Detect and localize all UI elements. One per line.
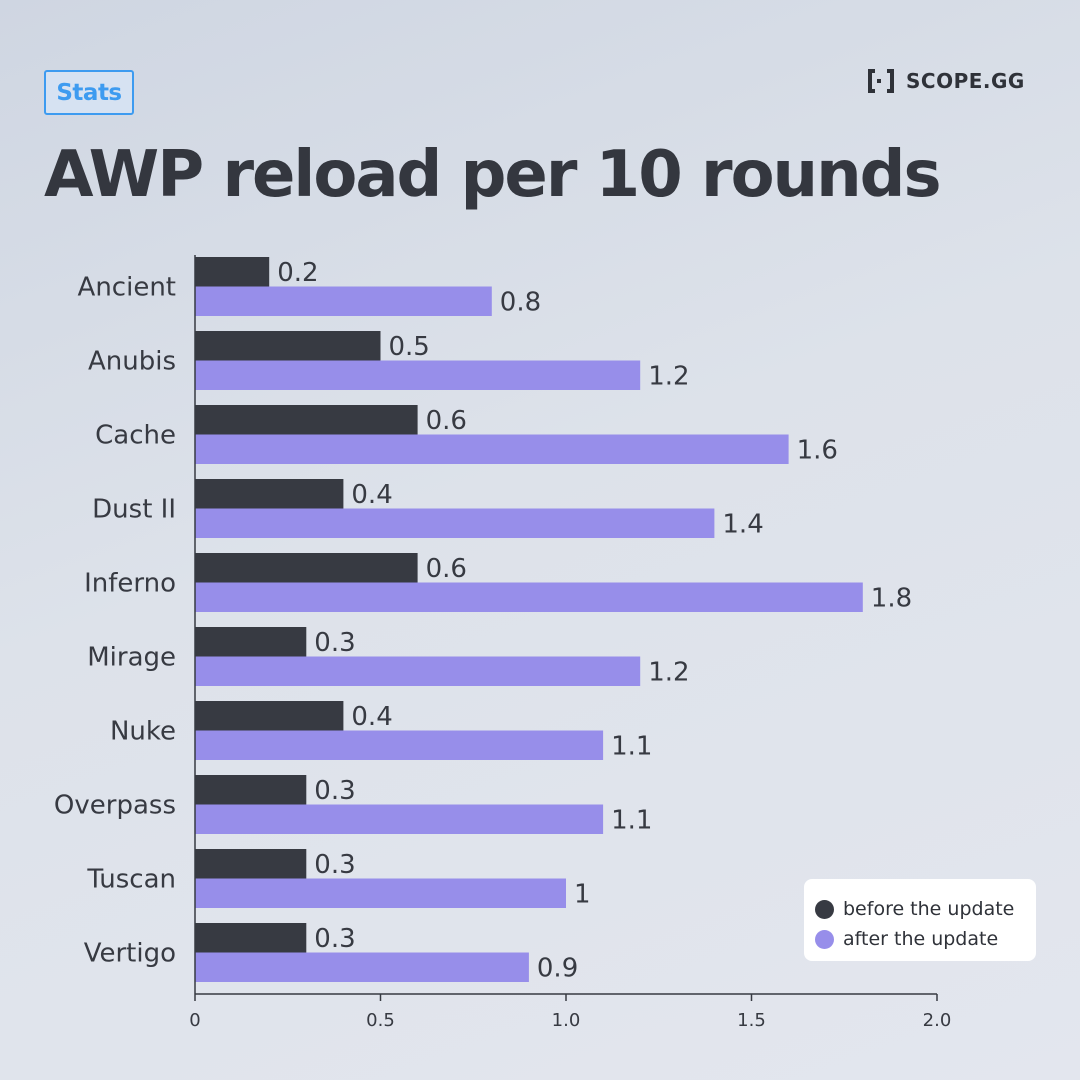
data-label-overpass-after: 1.1 bbox=[611, 805, 652, 835]
bar-cache-after bbox=[195, 434, 789, 464]
chart-title: AWP reload per 10 rounds bbox=[44, 138, 942, 212]
bar-vertigo-after bbox=[195, 952, 529, 982]
data-label-tuscan-after: 1 bbox=[574, 879, 591, 909]
data-label-tuscan-before: 0.3 bbox=[314, 850, 355, 880]
legend-item-before: before the update bbox=[815, 894, 1036, 924]
brand: SCOPE.GG bbox=[866, 68, 1025, 94]
data-label-nuke-before: 0.4 bbox=[351, 702, 392, 732]
data-label-cache-before: 0.6 bbox=[426, 406, 467, 436]
legend-swatch-after bbox=[815, 929, 834, 949]
data-label-vertigo-before: 0.3 bbox=[314, 924, 355, 954]
category-label-mirage: Mirage bbox=[87, 643, 176, 673]
category-label-ancient: Ancient bbox=[78, 273, 176, 303]
bar-nuke-before bbox=[195, 701, 344, 731]
bar-ancient-after bbox=[195, 286, 492, 316]
bar-nuke-after bbox=[195, 730, 604, 760]
bracket-logo-icon bbox=[868, 69, 894, 93]
bar-inferno-after bbox=[195, 582, 863, 612]
x-tick-label: 2.0 bbox=[923, 1010, 952, 1031]
bar-tuscan-after bbox=[195, 878, 566, 908]
data-label-inferno-before: 0.6 bbox=[426, 554, 467, 584]
data-label-inferno-after: 1.8 bbox=[871, 583, 912, 613]
data-label-dust-ii-before: 0.4 bbox=[351, 480, 392, 510]
category-label-tuscan: Tuscan bbox=[86, 865, 176, 895]
x-tick-label: 1.5 bbox=[737, 1010, 766, 1031]
legend-label-after: after the update bbox=[843, 928, 999, 950]
data-label-anubis-before: 0.5 bbox=[389, 332, 430, 362]
legend-item-after: after the update bbox=[815, 924, 1036, 954]
bar-inferno-before bbox=[195, 553, 418, 583]
data-label-overpass-before: 0.3 bbox=[314, 776, 355, 806]
data-label-ancient-after: 0.8 bbox=[500, 287, 541, 317]
data-label-mirage-after: 1.2 bbox=[648, 657, 689, 687]
category-label-nuke: Nuke bbox=[110, 717, 176, 747]
data-label-mirage-before: 0.3 bbox=[314, 628, 355, 658]
bar-mirage-before bbox=[195, 627, 307, 657]
category-label-anubis: Anubis bbox=[88, 347, 176, 377]
legend-label-before: before the update bbox=[843, 898, 1015, 920]
category-badge: Stats bbox=[44, 70, 134, 115]
bar-vertigo-before bbox=[195, 923, 307, 953]
bar-mirage-after bbox=[195, 656, 641, 686]
x-tick-label: 0 bbox=[189, 1010, 200, 1031]
legend-swatch-before bbox=[815, 899, 834, 919]
category-label-dust-ii: Dust II bbox=[92, 495, 176, 525]
bar-overpass-before bbox=[195, 775, 307, 805]
data-label-vertigo-after: 0.9 bbox=[537, 953, 578, 983]
bar-dust-ii-before bbox=[195, 479, 344, 509]
x-tick-label: 0.5 bbox=[366, 1010, 395, 1031]
x-tick-label: 1.0 bbox=[552, 1010, 581, 1031]
category-label-cache: Cache bbox=[95, 421, 176, 451]
category-label-inferno: Inferno bbox=[84, 569, 176, 599]
data-label-nuke-after: 1.1 bbox=[611, 731, 652, 761]
brand-name: SCOPE.GG bbox=[906, 69, 1025, 93]
chart-legend: before the update after the update bbox=[804, 879, 1036, 961]
data-label-ancient-before: 0.2 bbox=[277, 258, 318, 288]
data-label-anubis-after: 1.2 bbox=[648, 361, 689, 391]
bar-tuscan-before bbox=[195, 849, 307, 879]
data-label-dust-ii-after: 1.4 bbox=[722, 509, 763, 539]
bar-cache-before bbox=[195, 405, 418, 435]
bar-overpass-after bbox=[195, 804, 604, 834]
category-label-overpass: Overpass bbox=[54, 791, 176, 821]
bar-anubis-after bbox=[195, 360, 641, 390]
bar-ancient-before bbox=[195, 257, 270, 287]
category-label-vertigo: Vertigo bbox=[84, 939, 176, 969]
data-label-cache-after: 1.6 bbox=[797, 435, 838, 465]
bar-anubis-before bbox=[195, 331, 381, 361]
bar-dust-ii-after bbox=[195, 508, 715, 538]
